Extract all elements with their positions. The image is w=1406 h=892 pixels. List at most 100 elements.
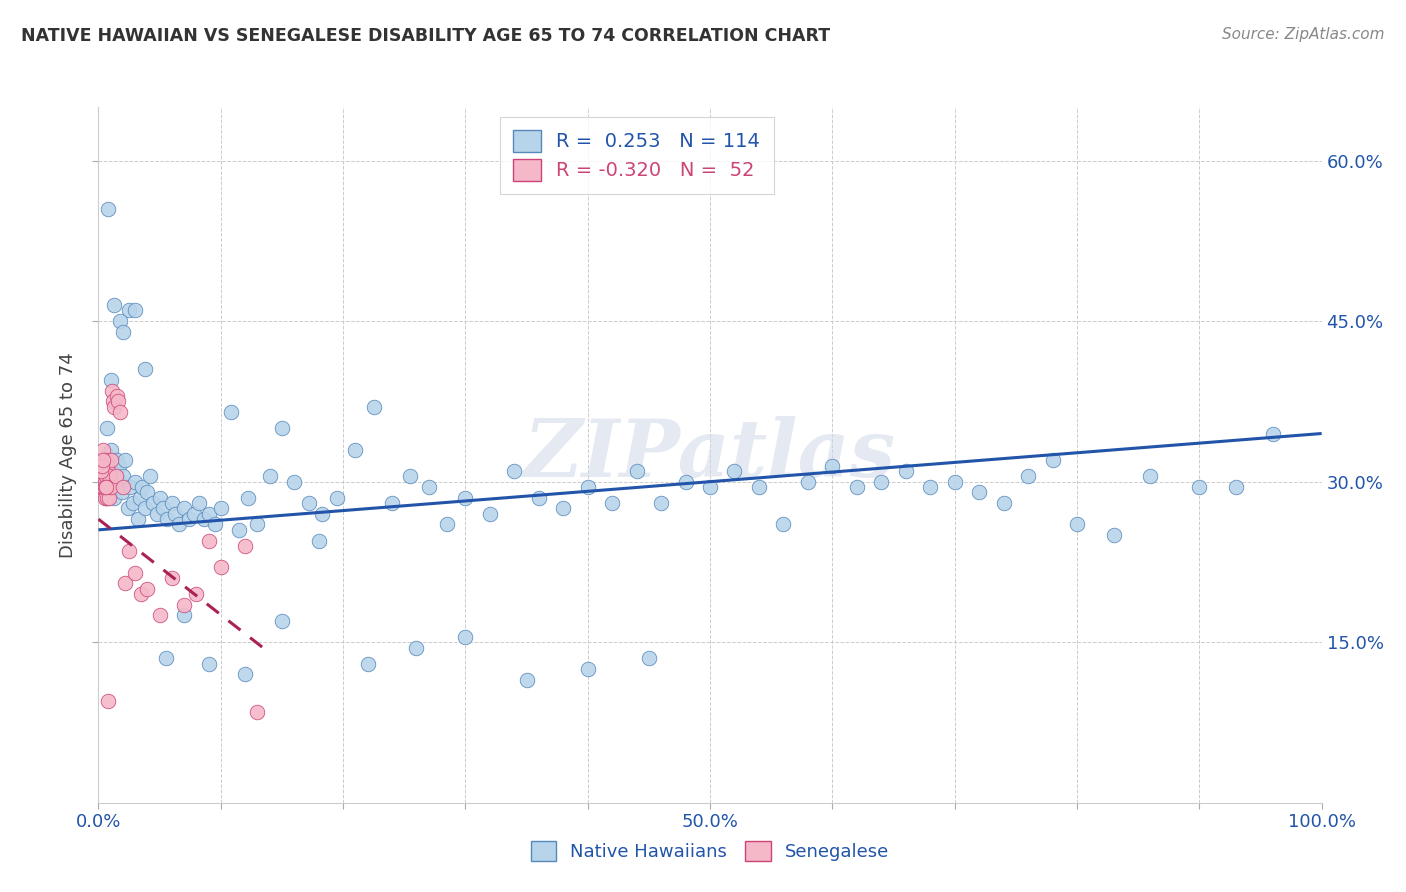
Point [576,480,599,494]
Point [96,480,118,494]
Point [993,496,1015,510]
Point [97,464,120,478]
Point [90,458,112,473]
Point [576,662,599,676]
Point [197,533,219,548]
Point [129,587,152,601]
Point [381,496,404,510]
Point [967,485,990,500]
Point [104,469,127,483]
Point [626,464,648,478]
Point [600,496,623,510]
Point [270,614,294,628]
Point [173,501,195,516]
Point [246,517,269,532]
Point [943,475,966,489]
Point [197,657,219,671]
Point [97,694,120,708]
Point [94,453,117,467]
Point [146,507,169,521]
Point [503,464,526,478]
Point [308,533,330,548]
Point [93,475,115,489]
Point [723,464,745,478]
Point [845,480,868,494]
Point [187,496,209,510]
Point [107,480,129,494]
Point [100,373,122,387]
Point [155,651,177,665]
Point [142,496,165,510]
Point [134,501,156,516]
Point [96,421,118,435]
Point [894,464,917,478]
Point [97,480,120,494]
Point [363,400,385,414]
Point [1066,517,1088,532]
Point [326,491,349,505]
Point [94,491,117,505]
Point [96,458,118,473]
Point [1139,469,1161,483]
Point [96,491,118,505]
Point [91,453,114,467]
Point [152,501,174,516]
Point [124,475,146,489]
Point [797,475,820,489]
Legend: Native Hawaiians, Senegalese: Native Hawaiians, Senegalese [522,832,898,871]
Point [127,512,149,526]
Point [124,566,146,580]
Point [454,491,477,505]
Point [118,544,141,558]
Point [91,480,114,494]
Point [90,475,112,489]
Point [228,523,250,537]
Point [186,587,208,601]
Point [110,314,132,328]
Point [110,475,132,489]
Point [183,507,205,521]
Point [107,394,129,409]
Point [100,453,122,467]
Point [167,517,190,532]
Point [675,475,697,489]
Point [139,469,162,483]
Point [246,705,269,719]
Point [136,485,159,500]
Point [89,480,111,494]
Point [405,640,427,655]
Point [553,501,575,516]
Point [94,480,117,494]
Point [650,496,672,510]
Point [91,453,114,467]
Point [149,491,172,505]
Point [259,469,281,483]
Point [638,651,661,665]
Point [114,576,136,591]
Point [136,582,159,596]
Point [105,453,128,467]
Point [91,453,114,467]
Point [103,491,125,505]
Point [177,512,200,526]
Point [114,453,136,467]
Point [134,362,156,376]
Point [101,384,124,398]
Point [121,496,143,510]
Point [91,480,114,494]
Point [90,469,112,483]
Point [1188,480,1211,494]
Point [920,480,942,494]
Point [111,325,134,339]
Point [1261,426,1284,441]
Point [527,491,550,505]
Point [131,480,153,494]
Point [91,480,114,494]
Point [100,442,122,457]
Point [209,560,232,574]
Point [772,517,794,532]
Point [418,480,440,494]
Text: NATIVE HAWAIIAN VS SENEGALESE DISABILITY AGE 65 TO 74 CORRELATION CHART: NATIVE HAWAIIAN VS SENEGALESE DISABILITY… [21,27,830,45]
Point [94,480,117,494]
Point [118,303,141,318]
